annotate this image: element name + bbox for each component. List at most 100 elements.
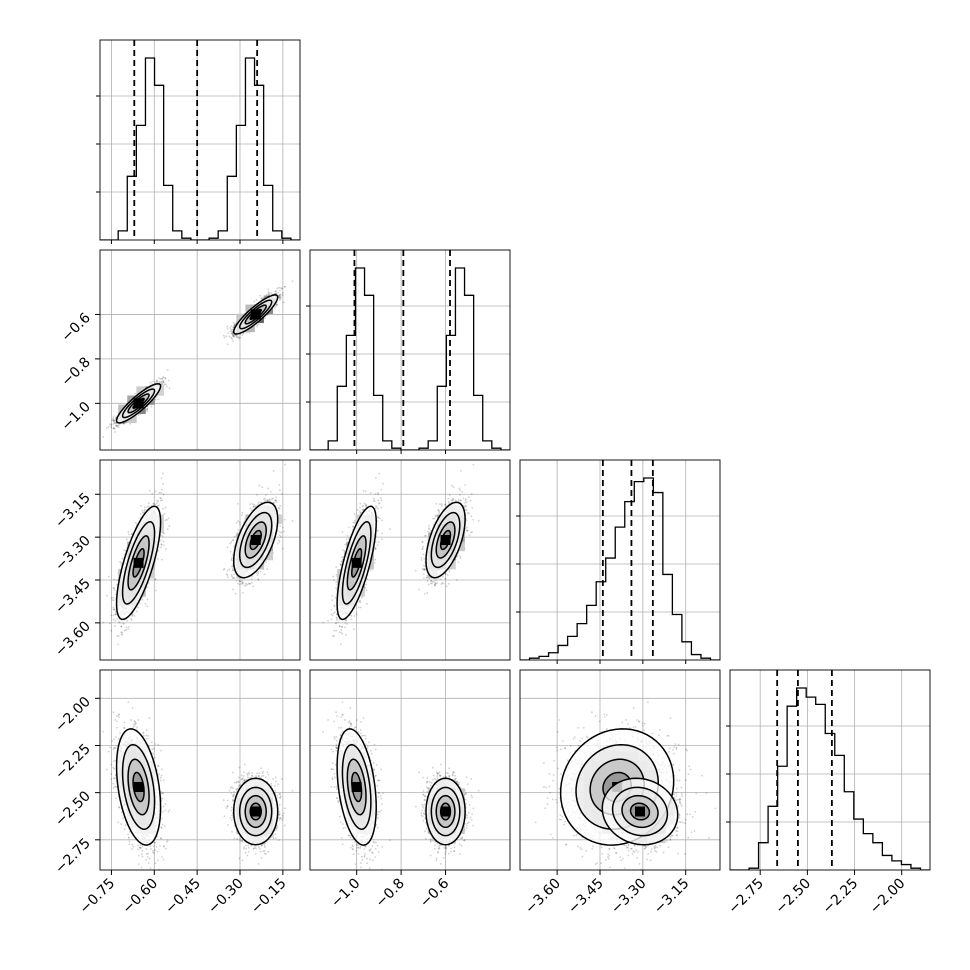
sample-point <box>230 332 233 335</box>
sample-point <box>281 287 283 290</box>
sample-point <box>276 287 279 290</box>
sample-point <box>155 381 158 384</box>
sample-point <box>279 296 282 299</box>
sample-point <box>161 382 164 385</box>
histogram-step <box>520 477 720 660</box>
sample-point <box>156 380 159 383</box>
sample-point <box>230 336 233 339</box>
sample-point <box>274 290 276 292</box>
sample-point <box>236 336 239 339</box>
histogram-step <box>310 267 510 450</box>
sample-point <box>162 380 165 383</box>
sample-point <box>162 384 165 387</box>
sample-point <box>223 336 226 339</box>
sample-point <box>274 306 276 309</box>
density-cell <box>136 386 146 396</box>
sample-point <box>105 427 108 429</box>
sample-point <box>160 497 163 500</box>
sample-point <box>276 303 279 306</box>
sample-point <box>274 305 277 307</box>
sample-point <box>278 296 281 299</box>
sample-point <box>152 380 154 383</box>
sample-point <box>115 424 118 427</box>
sample-point <box>122 422 125 425</box>
sample-point <box>113 421 116 424</box>
sample-point <box>231 330 233 333</box>
sample-point <box>232 334 235 337</box>
sample-point <box>161 377 163 380</box>
sample-point <box>233 335 236 338</box>
sample-point <box>261 297 263 300</box>
sample-point <box>164 377 167 380</box>
sample-point <box>230 332 233 335</box>
sample-point <box>113 419 115 422</box>
sample-point <box>110 426 113 429</box>
sample-point <box>232 321 235 324</box>
sample-point <box>230 325 233 327</box>
sample-point <box>255 299 258 301</box>
sample-point <box>277 294 280 297</box>
sample-point <box>235 335 238 338</box>
sample-point <box>222 334 225 337</box>
sample-point <box>232 333 234 336</box>
sample-point <box>159 380 162 383</box>
sample-point <box>129 422 132 425</box>
sample-point <box>276 304 279 306</box>
sample-point <box>149 489 151 492</box>
hist-panel-4 <box>730 670 930 870</box>
sample-point <box>232 334 234 336</box>
sample-point <box>119 621 121 624</box>
sample-point <box>256 325 259 328</box>
sample-point <box>150 405 153 408</box>
sample-point <box>114 419 116 422</box>
sample-point <box>279 286 281 289</box>
sample-point <box>163 383 166 386</box>
sample-point <box>228 335 231 338</box>
sample-point <box>122 622 125 624</box>
sample-point <box>116 425 118 428</box>
sample-point <box>155 396 158 399</box>
sample-point <box>239 336 242 339</box>
sample-point <box>233 323 236 326</box>
sample-point <box>237 336 240 339</box>
sample-point <box>145 408 148 411</box>
sample-point <box>160 383 163 386</box>
sample-point <box>226 325 229 328</box>
sample-point <box>131 533 133 535</box>
sample-point <box>130 617 133 620</box>
peak-cell <box>250 309 261 320</box>
sample-point <box>229 330 232 333</box>
histogram-step <box>100 57 300 240</box>
hist-panel-3 <box>520 460 720 660</box>
sample-point <box>283 285 286 288</box>
sample-point <box>227 332 229 334</box>
sample-point <box>267 291 270 294</box>
sample-point <box>155 380 158 383</box>
sample-point <box>162 381 164 383</box>
sample-point <box>282 301 285 304</box>
sample-point <box>110 424 113 427</box>
sample-point <box>279 294 281 297</box>
sample-point <box>146 407 149 410</box>
sample-point <box>267 293 270 296</box>
sample-point <box>268 292 270 295</box>
sample-point <box>166 385 168 388</box>
sample-point <box>233 324 236 327</box>
panel-frame <box>99 249 301 451</box>
sample-point <box>156 379 158 382</box>
sample-point <box>109 423 111 426</box>
sample-point <box>165 548 167 550</box>
sample-point <box>162 376 164 378</box>
sample-point <box>280 287 283 290</box>
sample-point <box>235 334 238 337</box>
sample-point <box>281 294 284 297</box>
sample-point <box>162 379 164 382</box>
sample-point <box>226 327 229 330</box>
sample-point <box>164 377 167 379</box>
panel-frame <box>309 249 511 451</box>
sample-point <box>113 608 116 611</box>
sample-point <box>248 331 251 334</box>
sample-point <box>277 286 280 289</box>
sample-point <box>238 337 240 340</box>
sample-point <box>113 427 116 430</box>
